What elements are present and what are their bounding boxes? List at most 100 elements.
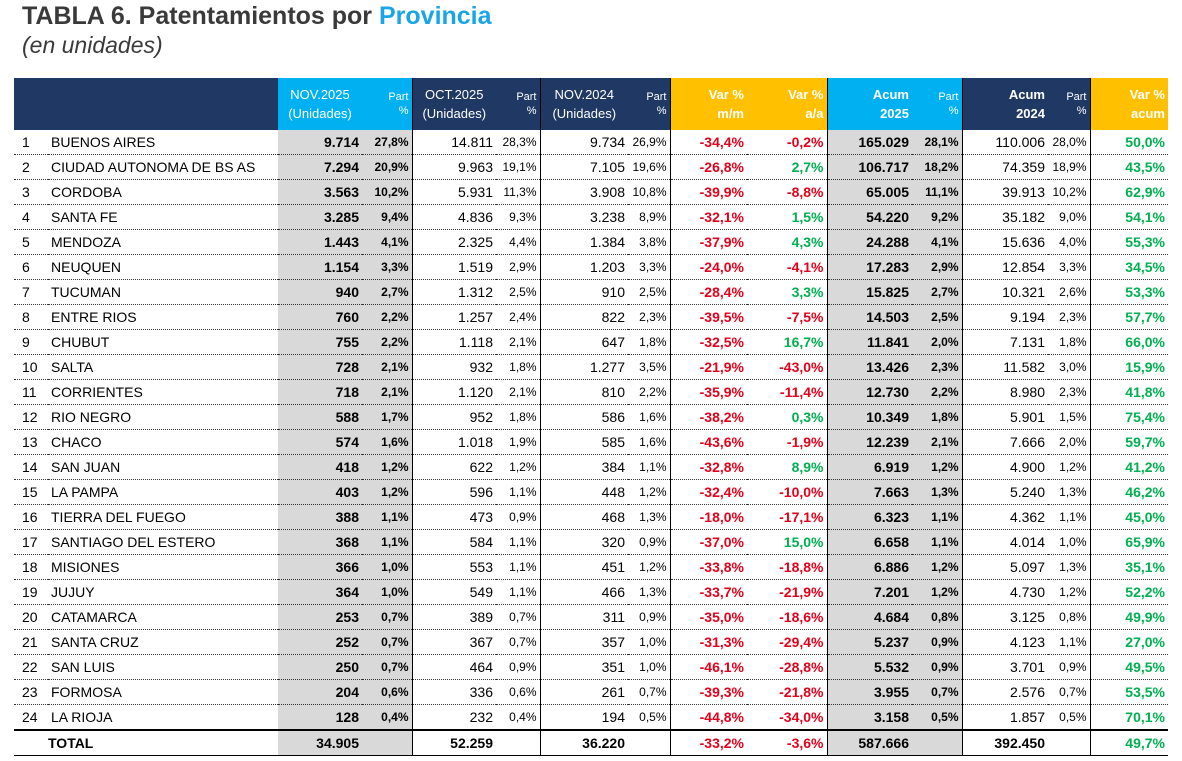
cell-rank: 5 (14, 229, 48, 255)
cell-nov2025-part: 10,2% (362, 179, 412, 205)
cell-oct2025-part: 0,9% (496, 654, 540, 680)
table-row: 3 CORDOBA 3.563 10,2% 5.931 11,3% 3.908 10,8% -3… (14, 179, 1168, 205)
cell-nov2024: 3.908 (539, 179, 628, 205)
cell-nov2024-part: 0,9% (628, 529, 670, 555)
cell-acum2024-part: 1,3% (1048, 479, 1090, 505)
cell-nov2025: 1.154 (278, 254, 362, 280)
cell-var-acum: 41,8% (1089, 379, 1168, 405)
cell-nov2024: 822 (539, 304, 628, 330)
cell-var-aa: -21,9% (747, 579, 827, 605)
cell-province: NEUQUEN (48, 254, 278, 280)
cell-acum2024: 5.901 (961, 404, 1048, 430)
cell-nov2025-part (362, 729, 412, 756)
cell-nov2025: 368 (278, 529, 362, 555)
cell-var-mm: -32,4% (669, 479, 747, 505)
table-row: 21 SANTA CRUZ 252 0,7% 367 0,7% 357 1,0% -31,3% -… (14, 629, 1168, 655)
cell-oct2025: 464 (411, 654, 496, 680)
cell-nov2025: 755 (278, 329, 362, 355)
cell-var-mm: -33,2% (669, 729, 747, 756)
cell-var-aa: -4,1% (747, 254, 827, 280)
cell-rank: 19 (14, 579, 48, 605)
header-var-acum: Var % acum (1089, 78, 1168, 130)
cell-oct2025-part: 28,3% (496, 130, 540, 155)
header-acum2024-part: Part% (1048, 78, 1090, 130)
cell-acum2024-part: 0,5% (1048, 704, 1090, 731)
header-var-aa: Var % a/a (747, 78, 827, 130)
cell-var-aa: -28,8% (747, 654, 827, 680)
cell-province: LA PAMPA (48, 479, 278, 505)
cell-var-mm: -31,3% (669, 629, 747, 655)
header-acum2024: Acum 2024 (961, 78, 1048, 130)
cell-nov2024: 586 (539, 404, 628, 430)
cell-acum2024: 4.014 (961, 529, 1048, 555)
cell-var-aa: -43,0% (747, 354, 827, 380)
cell-acum2024: 4.362 (961, 504, 1048, 530)
cell-acum2024: 392.450 (961, 729, 1048, 756)
cell-rank: 3 (14, 179, 48, 205)
cell-var-acum: 52,2% (1089, 579, 1168, 605)
table-row: 6 NEUQUEN 1.154 3,3% 1.519 2,9% 1.203 3,3% -24,0… (14, 254, 1168, 280)
cell-province: SANTA CRUZ (48, 629, 278, 655)
cell-nov2024-part: 1,8% (628, 329, 670, 355)
cell-province: CORDOBA (48, 179, 278, 205)
cell-oct2025: 14.811 (411, 130, 496, 155)
cell-acum2024-part: 1,3% (1048, 554, 1090, 580)
cell-nov2025-part: 4,1% (362, 229, 412, 255)
cell-rank: 13 (14, 429, 48, 455)
table-row: 18 MISIONES 366 1,0% 553 1,1% 451 1,2% -33,8% -18… (14, 554, 1168, 580)
header-oct2025-part: Part% (496, 78, 540, 130)
table-row: 16 TIERRA DEL FUEGO 388 1,1% 473 0,9% 468 1,3% -… (14, 504, 1168, 530)
cell-acum2025: 17.283 (826, 254, 912, 280)
cell-province: CATAMARCA (48, 604, 278, 630)
cell-nov2025-part: 2,1% (362, 354, 412, 380)
cell-rank: 6 (14, 254, 48, 280)
cell-acum2025-part: 11,1% (912, 179, 962, 205)
cell-acum2025-part: 28,1% (912, 130, 962, 155)
cell-acum2025: 4.684 (826, 604, 912, 630)
cell-nov2025-part: 9,4% (362, 204, 412, 230)
table-row: 11 CORRIENTES 718 2,1% 1.120 2,1% 810 2,2% -35,9… (14, 379, 1168, 405)
table-row: 7 TUCUMAN 940 2,7% 1.312 2,5% 910 2,5% -28,4% 3,3… (14, 279, 1168, 305)
cell-var-aa: -21,8% (747, 679, 827, 705)
page-title: TABLA 6. Patentamientos por Provincia (22, 2, 492, 31)
cell-var-acum: 34,5% (1089, 254, 1168, 280)
cell-oct2025-part: 2,1% (496, 329, 540, 355)
cell-var-acum: 62,9% (1089, 179, 1168, 205)
cell-acum2025-part: 9,2% (912, 204, 962, 230)
cell-rank: 9 (14, 329, 48, 355)
cell-nov2025: 728 (278, 354, 362, 380)
cell-rank: 23 (14, 679, 48, 705)
table-row: 2 CIUDAD AUTONOMA DE BS AS 7.294 20,9% 9.963… (14, 154, 1168, 180)
cell-nov2025-part: 1,6% (362, 429, 412, 455)
cell-acum2024-part: 1,8% (1048, 329, 1090, 355)
cell-acum2024-part: 28,0% (1048, 130, 1090, 155)
cell-acum2024-part: 1,2% (1048, 454, 1090, 480)
cell-province: FORMOSA (48, 679, 278, 705)
cell-var-acum: 53,3% (1089, 279, 1168, 305)
cell-oct2025: 367 (411, 629, 496, 655)
cell-oct2025: 622 (411, 454, 496, 480)
cell-nov2025-part: 2,2% (362, 304, 412, 330)
cell-nov2025-part: 0,6% (362, 679, 412, 705)
cell-acum2025: 15.825 (826, 279, 912, 305)
table-body: 1 BUENOS AIRES 9.714 27,8% 14.811 28,3% 9.734 2… (14, 130, 1168, 756)
cell-acum2025-part (912, 729, 962, 756)
cell-oct2025-part: 1,1% (496, 554, 540, 580)
cell-rank: 16 (14, 504, 48, 530)
cell-oct2025: 1.312 (411, 279, 496, 305)
cell-acum2025: 3.158 (826, 704, 912, 731)
cell-nov2025-part: 0,4% (362, 704, 412, 731)
cell-nov2024-part: 1,3% (628, 504, 670, 530)
cell-rank: 21 (14, 629, 48, 655)
cell-var-mm: -44,8% (669, 704, 747, 731)
cell-oct2025-part: 1,8% (496, 354, 540, 380)
cell-nov2024: 36.220 (539, 729, 628, 756)
cell-acum2024-part: 1,2% (1048, 579, 1090, 605)
cell-rank: 22 (14, 654, 48, 680)
cell-province: SALTA (48, 354, 278, 380)
cell-nov2024-part: 26,9% (628, 130, 670, 155)
cell-acum2024: 3.125 (961, 604, 1048, 630)
cell-acum2024: 39.913 (961, 179, 1048, 205)
header-oct2025: OCT.2025 (Unidades) (411, 78, 496, 130)
cell-acum2025-part: 2,1% (912, 429, 962, 455)
